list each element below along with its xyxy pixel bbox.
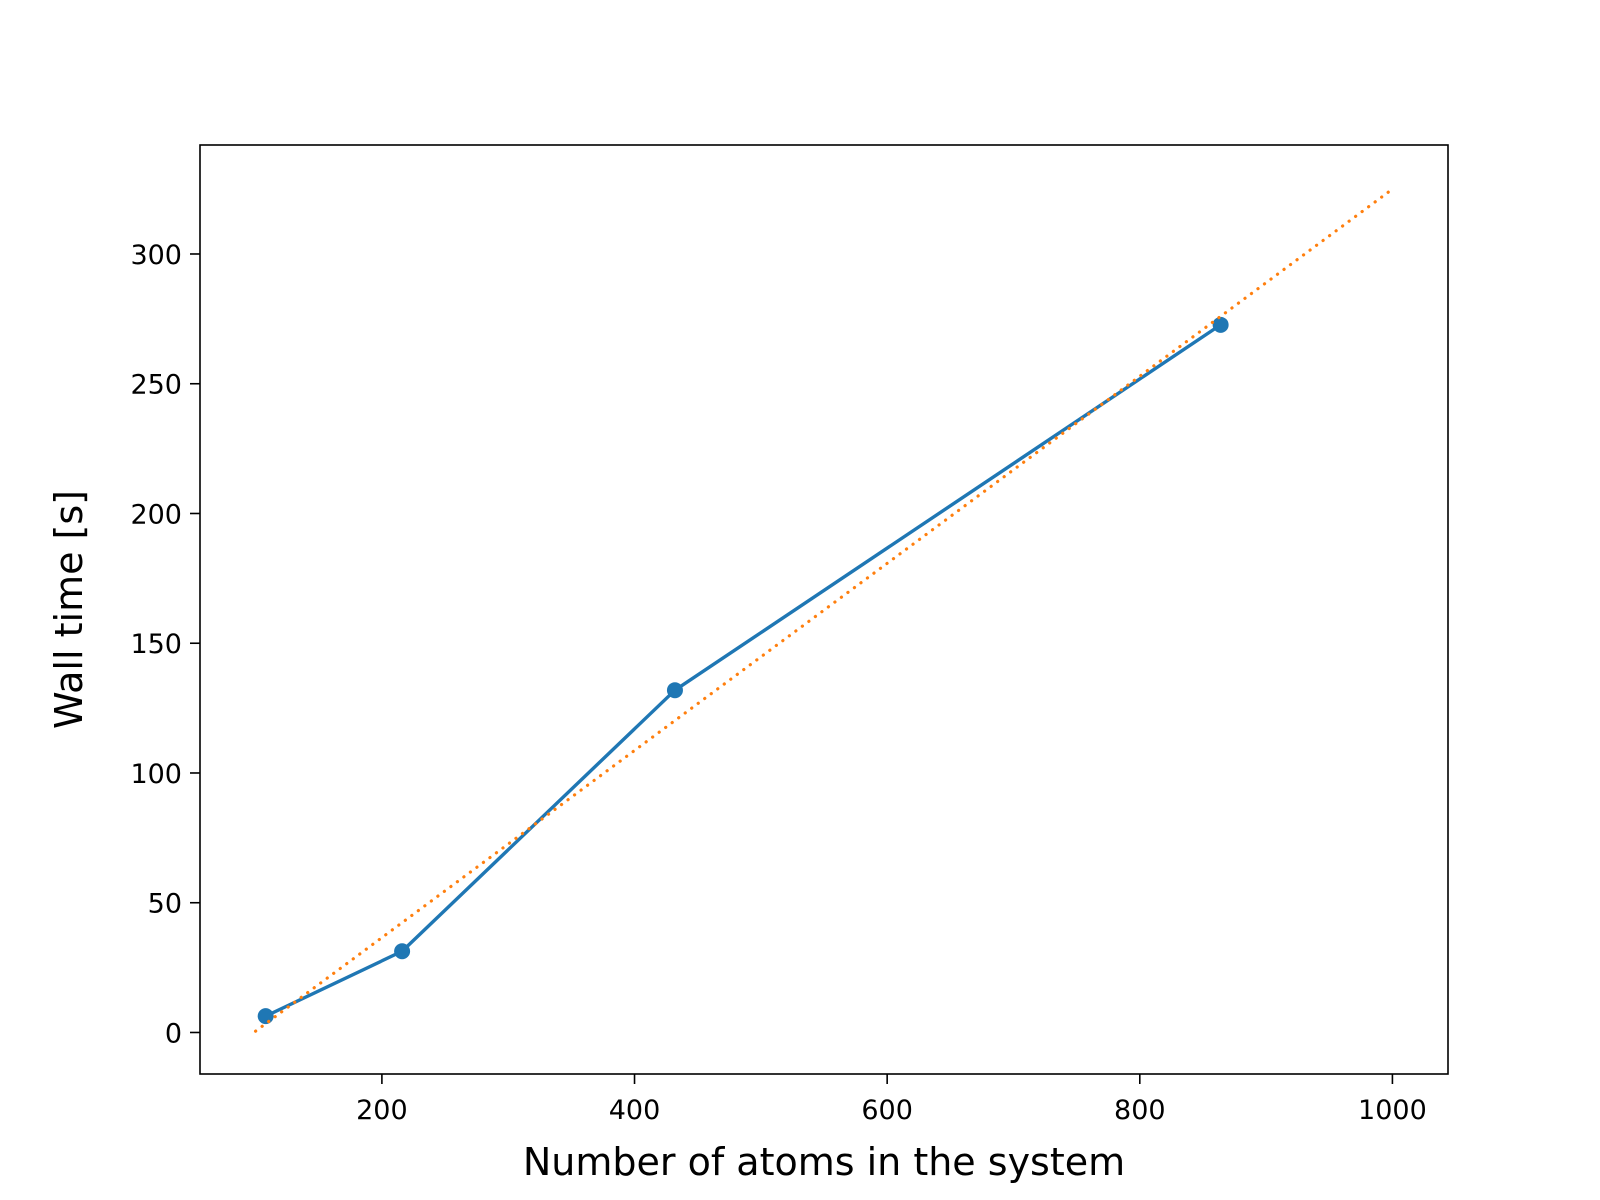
plot-frame xyxy=(199,144,1449,1075)
y-tick-label: 100 xyxy=(130,759,182,790)
x-tick-label: 1000 xyxy=(1358,1095,1427,1126)
x-tick-label: 600 xyxy=(861,1095,913,1126)
y-tick-label: 250 xyxy=(130,370,182,401)
y-tick-label: 50 xyxy=(148,889,182,920)
y-axis-label: Wall time [s] xyxy=(47,490,91,729)
series-2-line xyxy=(253,187,1395,1033)
x-tick-label: 400 xyxy=(609,1095,661,1126)
series-1-point xyxy=(666,682,683,699)
y-tick-label: 200 xyxy=(130,499,182,530)
series-1-point xyxy=(394,943,411,960)
y-tick-label: 0 xyxy=(165,1018,182,1049)
x-tick-label: 800 xyxy=(1114,1095,1166,1126)
x-axis-ticks: 200 400 600 800 1000 xyxy=(356,1074,1427,1126)
x-tick-label: 200 xyxy=(356,1095,408,1126)
series-layer xyxy=(253,187,1395,1033)
y-axis-ticks: 0 50 100 150 200 250 300 xyxy=(130,240,200,1049)
series-1-point xyxy=(1212,316,1229,333)
series-1-line xyxy=(263,322,1223,1019)
y-tick-label: 150 xyxy=(130,629,182,660)
x-axis-label: Number of atoms in the system xyxy=(523,1140,1125,1184)
y-tick-label: 300 xyxy=(130,240,182,271)
series-1-point xyxy=(257,1008,274,1025)
